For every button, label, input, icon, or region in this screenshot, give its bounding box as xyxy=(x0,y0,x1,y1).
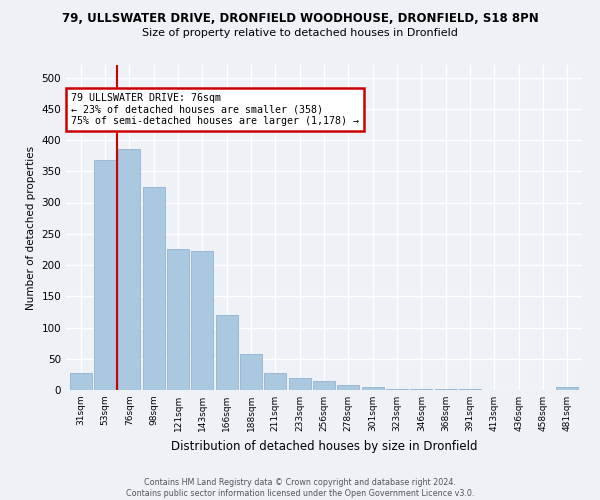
X-axis label: Distribution of detached houses by size in Dronfield: Distribution of detached houses by size … xyxy=(171,440,477,452)
Bar xyxy=(118,150,140,390)
Bar xyxy=(70,372,92,390)
Bar xyxy=(240,354,262,390)
Bar xyxy=(167,250,189,390)
Bar xyxy=(386,389,408,390)
Text: Size of property relative to detached houses in Dronfield: Size of property relative to detached ho… xyxy=(142,28,458,38)
Bar xyxy=(143,187,164,390)
Text: 79, ULLSWATER DRIVE, DRONFIELD WOODHOUSE, DRONFIELD, S18 8PN: 79, ULLSWATER DRIVE, DRONFIELD WOODHOUSE… xyxy=(62,12,538,26)
Bar xyxy=(289,378,311,390)
Bar xyxy=(337,385,359,390)
Bar xyxy=(215,315,238,390)
Bar xyxy=(313,380,335,390)
Text: 79 ULLSWATER DRIVE: 76sqm
← 23% of detached houses are smaller (358)
75% of semi: 79 ULLSWATER DRIVE: 76sqm ← 23% of detac… xyxy=(71,93,359,126)
Bar xyxy=(191,250,213,390)
Bar xyxy=(265,372,286,390)
Bar xyxy=(556,387,578,390)
Bar xyxy=(94,160,116,390)
Y-axis label: Number of detached properties: Number of detached properties xyxy=(26,146,36,310)
Bar xyxy=(362,387,383,390)
Text: Contains HM Land Registry data © Crown copyright and database right 2024.
Contai: Contains HM Land Registry data © Crown c… xyxy=(126,478,474,498)
